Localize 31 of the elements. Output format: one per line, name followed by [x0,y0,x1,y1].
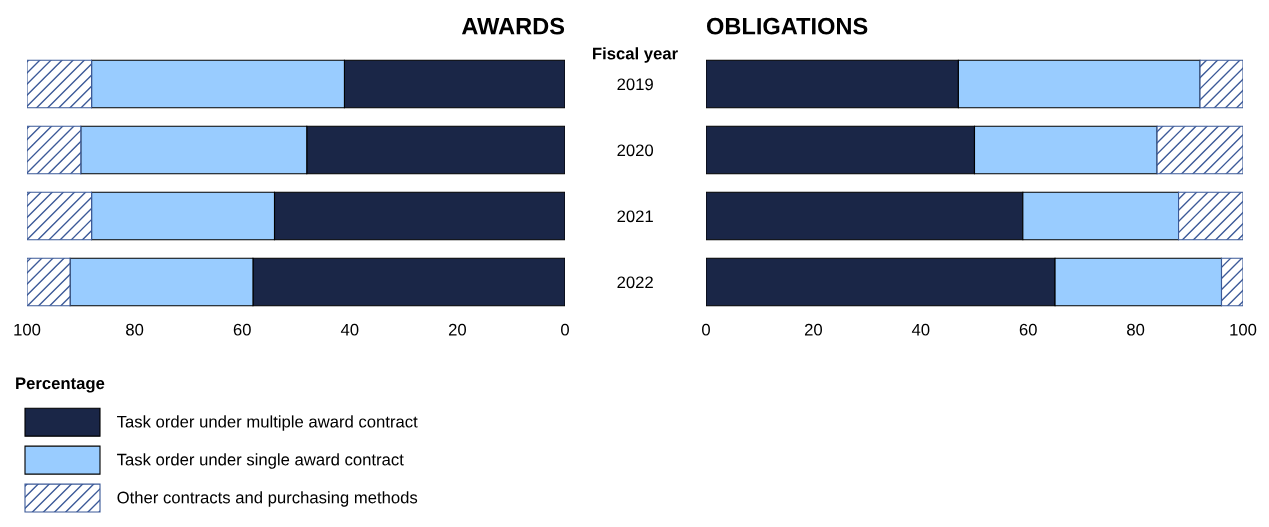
y-tick-label: 2020 [617,144,654,157]
bar [1220,257,1243,307]
x-tick-label: 80 [126,323,144,336]
x-tick-label: 40 [911,323,930,336]
x-tick-label: 20 [448,323,467,336]
bar [27,257,71,307]
y-tick-label: 2019 [617,78,653,91]
x-tick-label: 40 [340,323,359,336]
x-tick-label: 0 [702,323,710,336]
x-tick-label: 60 [233,323,251,336]
bar [27,191,93,241]
x-tick-label: 0 [561,323,569,336]
y-tick-label: 2021 [617,210,653,223]
legend-label: Other contracts and purchasing methods [117,491,418,507]
x-tick-label: 60 [1019,323,1037,336]
y-tick-label: 2022 [617,276,653,289]
legend-label: Task order under single award contract [117,453,404,469]
bar [1156,125,1243,175]
bar [1178,191,1243,241]
legend-label: Task order under multiple award contract [117,415,418,431]
x-tick-label: 100 [1230,323,1257,336]
x-tick-label: 100 [14,323,41,336]
y-axis-title: Fiscal year [593,47,678,63]
chart-title: AWARDS [461,17,565,35]
x-axis-title: Percentage [16,377,105,393]
bar [27,59,93,109]
chart-title: OBLIGATIONS [706,17,868,35]
bar [1199,59,1243,109]
x-tick-label: 80 [1127,323,1145,336]
bar [27,125,82,175]
x-tick-label: 20 [804,323,823,336]
